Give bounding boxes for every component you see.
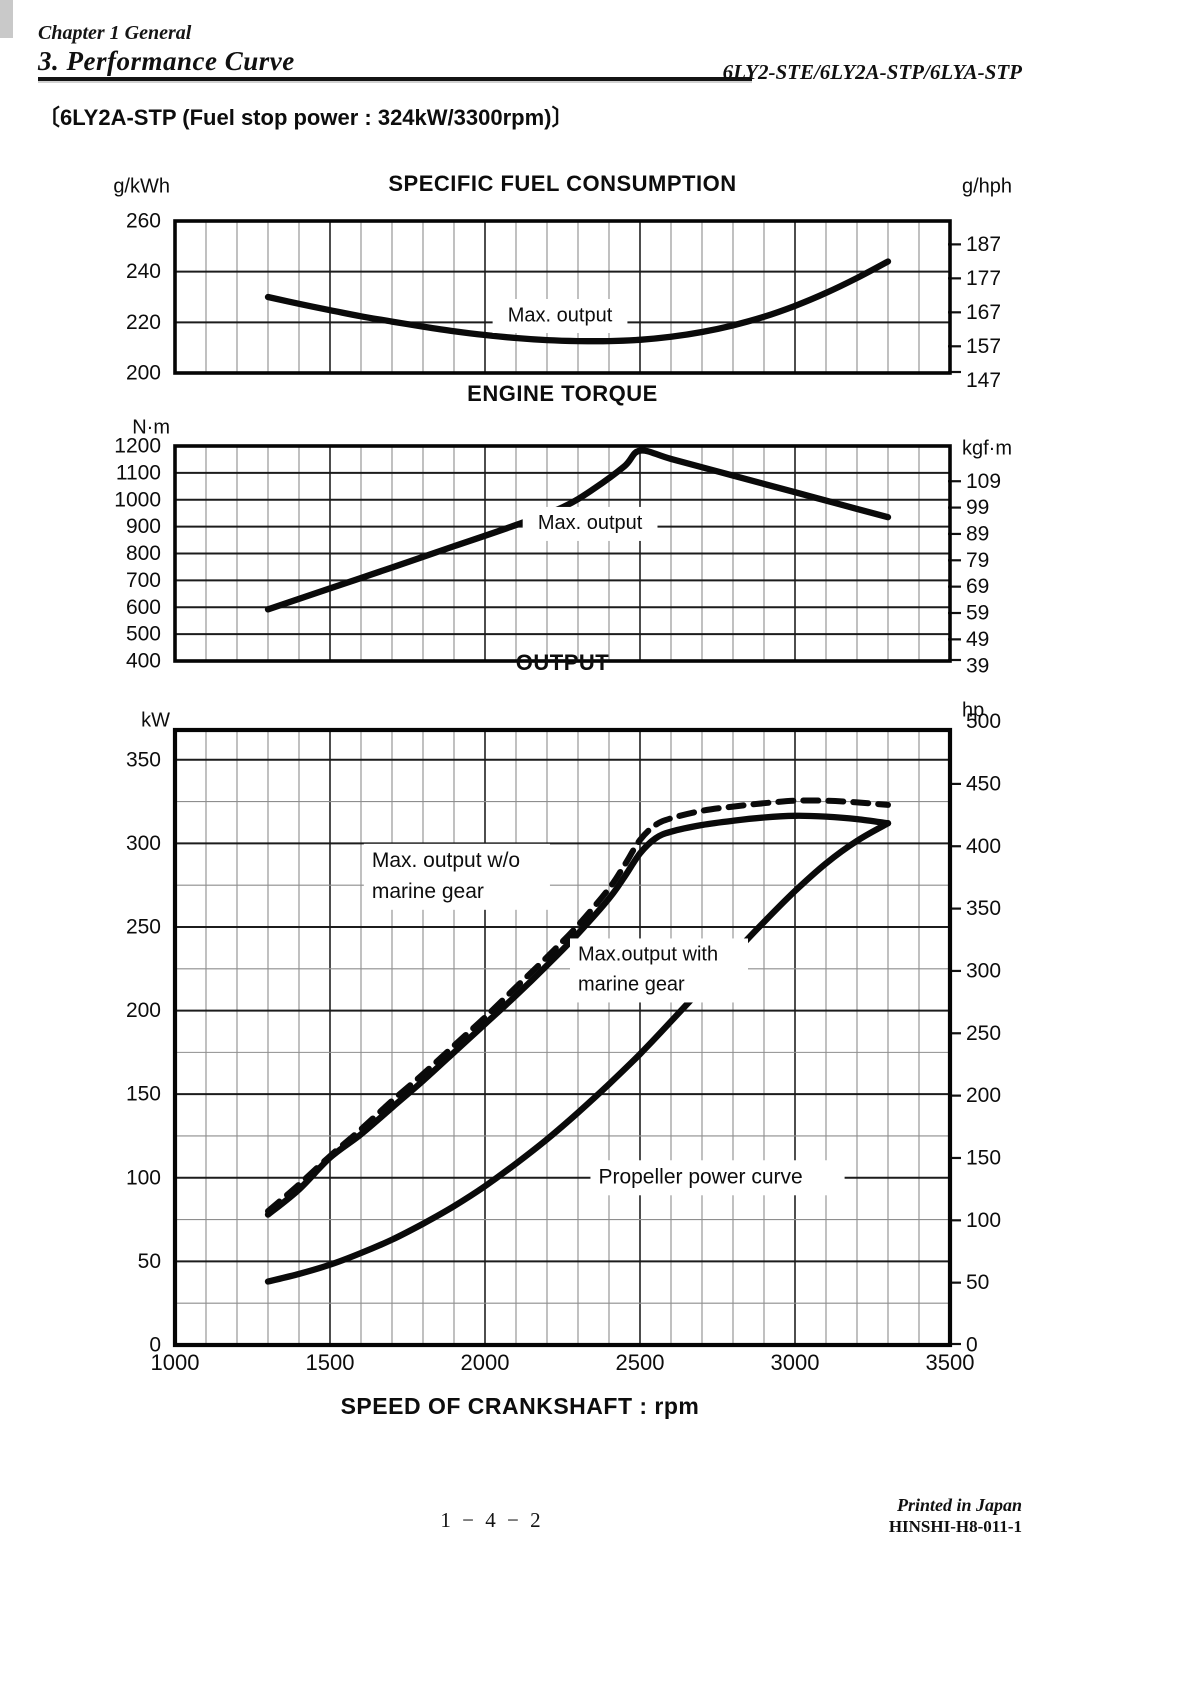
document-code: HINSHI-H8-011-1 xyxy=(888,1517,1022,1536)
left-axis-unit: N·m xyxy=(132,416,170,438)
left-axis-tick-label: 220 xyxy=(126,311,161,334)
left-axis-tick-label: 250 xyxy=(126,916,161,939)
curve-label: Max. output w/o xyxy=(372,849,520,872)
left-axis-tick-label: 400 xyxy=(126,650,161,673)
right-axis-tick-label: 400 xyxy=(966,835,1001,858)
right-axis-unit: g/hph xyxy=(962,175,1012,197)
right-axis-tick-label: 350 xyxy=(966,897,1001,920)
chart-title: ENGINE TORQUE xyxy=(467,381,658,406)
left-axis-tick-label: 700 xyxy=(126,569,161,592)
max-output-curve xyxy=(264,447,892,613)
plot-border xyxy=(172,727,953,1348)
propeller-power-curve-curve xyxy=(264,820,892,1285)
right-axis-tick-label: 157 xyxy=(966,335,1001,358)
plot-area xyxy=(175,221,950,373)
chart-title: SPECIFIC FUEL CONSUMPTION xyxy=(388,171,736,196)
max-output-w-o-marine-gear-curve xyxy=(265,797,891,1215)
left-axis-tick-label: 900 xyxy=(126,515,161,538)
right-axis-unit: hp xyxy=(962,699,984,721)
left-axis-tick-label: 1100 xyxy=(116,461,161,484)
right-axis-tick-label: 500 xyxy=(966,710,1001,733)
right-axis-tick-label: 187 xyxy=(966,233,1001,256)
left-axis-unit: g/kWh xyxy=(113,175,170,197)
left-axis-tick-label: 200 xyxy=(126,362,161,385)
left-axis-unit: kW xyxy=(141,709,170,731)
scan-artifact xyxy=(0,0,13,38)
section-heading: 3. Performance Curve xyxy=(38,46,295,76)
chart-output: 5004504003503002502001501005003503002502… xyxy=(126,650,1001,1357)
curve-label-backdrop xyxy=(590,1160,845,1196)
left-axis-tick-label: 260 xyxy=(126,210,161,233)
right-axis-tick-label: 450 xyxy=(966,772,1001,795)
left-axis-tick-label: 240 xyxy=(126,260,161,283)
x-axis-tick-label: 3000 xyxy=(771,1350,820,1375)
chart-specific-fuel-consumption: 187 177 167 157 147 260 240 220 200 Max. output SP… xyxy=(113,171,1012,392)
right-axis-tick-label: 300 xyxy=(966,959,1001,982)
max-output-curve xyxy=(264,258,892,345)
x-axis-tick-label: 2000 xyxy=(461,1350,510,1375)
right-axis-tick-label: 167 xyxy=(966,301,1001,324)
left-axis-tick-label: 500 xyxy=(126,623,161,646)
x-axis: 1000 1500 2000 2500 3000 3500 SPEED OF CRANKSH… xyxy=(151,1350,975,1419)
plot-border xyxy=(173,219,952,375)
curve-label: marine gear xyxy=(372,880,484,903)
left-axis-tick-label: 50 xyxy=(138,1250,161,1273)
curve-label: Max. output xyxy=(538,512,643,534)
right-axis-tick-label: 0 xyxy=(966,1334,978,1357)
right-axis-tick-label: 39 xyxy=(966,654,989,677)
curve-label: Propeller power curve xyxy=(598,1165,802,1188)
left-axis-tick-label: 0 xyxy=(149,1334,161,1357)
right-axis-tick-label: 89 xyxy=(966,522,989,545)
left-axis-tick-label: 1200 xyxy=(114,435,161,458)
x-axis-tick-label: 3500 xyxy=(926,1350,975,1375)
curve-label-backdrop xyxy=(522,506,658,541)
right-axis-tick-label: 50 xyxy=(966,1271,989,1294)
x-axis-tick-label: 1500 xyxy=(306,1350,355,1375)
plot-area xyxy=(175,730,950,1345)
right-axis-tick-label: 69 xyxy=(966,575,989,598)
left-axis-tick-label: 300 xyxy=(126,832,161,855)
left-axis-tick-label: 200 xyxy=(126,999,161,1022)
curve-label: Max. output xyxy=(508,304,613,326)
right-axis-tick-label: 100 xyxy=(966,1209,1001,1232)
chart-title: OUTPUT xyxy=(516,650,610,675)
x-axis-tick-label: 2500 xyxy=(616,1350,665,1375)
engine-models: 6LY2-STE/6LY2A-STP/6LYA-STP xyxy=(722,60,1022,84)
left-axis-tick-label: 600 xyxy=(126,596,161,619)
right-axis-tick-label: 250 xyxy=(966,1022,1001,1045)
left-axis-tick-label: 1000 xyxy=(114,488,161,511)
chart-engine-torque: 109 99 89 79 69 59 49 39 1200 1100 1000 900 800 700 60… xyxy=(114,381,1012,677)
page-subtitle: 〔6LY2A-STP (Fuel stop power : 324kW/3300… xyxy=(38,105,574,130)
right-axis-tick-label: 99 xyxy=(966,496,989,519)
curve-label-backdrop xyxy=(492,299,628,333)
header-rule xyxy=(38,77,752,81)
printed-in-japan: Printed in Japan xyxy=(896,1495,1022,1515)
right-axis-tick-label: 177 xyxy=(966,267,1001,290)
right-axis-unit: kgf·m xyxy=(962,437,1012,459)
curve-label-backdrop xyxy=(363,843,550,910)
right-axis-tick-label: 59 xyxy=(966,602,989,625)
x-axis-tick-label: 1000 xyxy=(151,1350,200,1375)
max-output-with-marine-gear-curve xyxy=(264,812,892,1218)
plot-border xyxy=(173,444,952,663)
curve-label-backdrop xyxy=(570,938,748,1003)
curve-label: Max.output with xyxy=(578,944,718,966)
right-axis-tick-label: 147 xyxy=(966,369,1001,392)
page-number: 1 − 4 − 2 xyxy=(440,1508,544,1532)
chapter-heading: Chapter 1 General xyxy=(38,22,192,44)
x-axis-title: SPEED OF CRANKSHAFT : rpm xyxy=(341,1393,700,1419)
left-axis-tick-label: 150 xyxy=(126,1083,161,1106)
right-axis-tick-label: 79 xyxy=(966,549,989,572)
left-axis-tick-label: 350 xyxy=(126,748,161,771)
right-axis-tick-label: 49 xyxy=(966,628,989,651)
right-axis-tick-label: 150 xyxy=(966,1147,1001,1170)
curve-label: marine gear xyxy=(578,974,685,996)
left-axis-tick-label: 800 xyxy=(126,542,161,565)
left-axis-tick-label: 100 xyxy=(126,1166,161,1189)
right-axis-tick-label: 200 xyxy=(966,1084,1001,1107)
right-axis-tick-label: 109 xyxy=(966,470,1001,493)
